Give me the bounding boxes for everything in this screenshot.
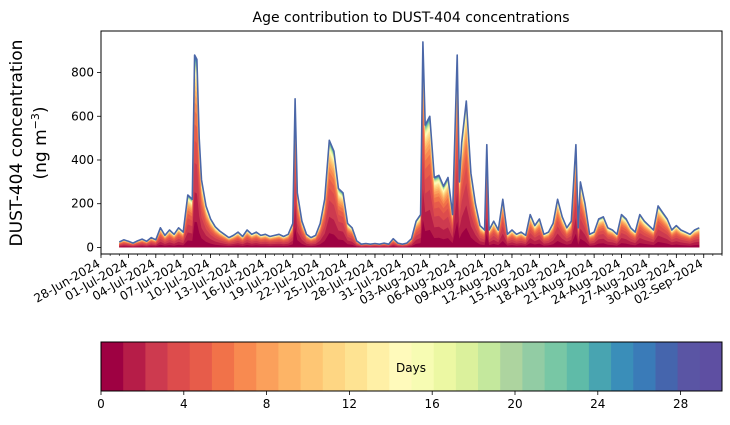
plot-area: [118, 41, 700, 248]
colorbar-swatch: [167, 342, 191, 391]
colorbar-swatch: [500, 342, 523, 391]
y-tick-label: 0: [86, 240, 94, 254]
colorbar-swatch: [633, 342, 656, 391]
colorbar-swatch: [478, 342, 501, 391]
colorbar-swatch: [211, 342, 235, 391]
y-axis-ticks: 0 200 400 600 800: [71, 66, 101, 254]
y-tick-label: 400: [71, 153, 94, 167]
colorbar-tick-label: 12: [342, 397, 357, 411]
colorbar-swatch: [588, 342, 612, 391]
colorbar-swatch: [322, 342, 346, 391]
colorbar-swatch: [544, 342, 568, 391]
age-band-area: [119, 157, 700, 248]
colorbar-swatch: [522, 342, 546, 391]
colorbar-tick-label: 4: [180, 397, 188, 411]
colorbar-swatch: [300, 342, 324, 391]
colorbar-swatch: [189, 342, 213, 391]
y-axis-label-line2: (ng m−3): [29, 106, 51, 179]
colorbar-frame: [100, 341, 723, 392]
colorbar-tick-label: 24: [590, 397, 605, 411]
colorbar-tick-label: 20: [507, 397, 522, 411]
colorbar-tick-label: 0: [97, 397, 105, 411]
colorbar-swatch: [566, 342, 590, 391]
chart-title: Age contribution to DUST-404 concentrati…: [253, 10, 570, 26]
colorbar-swatch: [345, 342, 368, 391]
colorbar-swatch: [278, 342, 302, 391]
colorbar-swatch: [677, 342, 701, 391]
total-concentration-line: [118, 41, 700, 245]
colorbar-swatch: [389, 342, 412, 391]
colorbar-label: Days: [396, 361, 426, 375]
colorbar-tick-label: 16: [425, 397, 440, 411]
colorbar-swatch: [411, 342, 435, 391]
y-axis-label-unit: (ng m: [31, 129, 51, 179]
colorbar-swatch: [611, 342, 634, 391]
y-axis-label-close: ): [31, 106, 51, 113]
colorbar-swatch: [455, 342, 479, 391]
colorbar-swatch: [123, 342, 146, 391]
colorbar-swatch: [367, 342, 390, 391]
colorbar-swatch: [256, 342, 279, 391]
age-band-area: [119, 219, 700, 248]
colorbar-swatch: [145, 342, 169, 391]
x-axis-ticks: 28-Jun-202401-Jul-202404-Jul-202407-Jul-…: [32, 254, 723, 307]
colorbar-tick-label: 28: [673, 397, 688, 411]
y-axis-label-exponent: −3: [29, 113, 42, 129]
y-axis-label: DUST-404 concentration (ng m−3): [7, 40, 51, 247]
y-tick-label: 600: [71, 109, 94, 123]
plot-frame: [100, 30, 723, 255]
colorbar-swatch: [699, 342, 723, 391]
y-axis-label-line1: DUST-404 concentration: [7, 40, 27, 247]
colorbar-swatch: [433, 342, 457, 391]
y-tick-label: 800: [71, 66, 94, 80]
colorbar-swatch: [101, 342, 124, 391]
colorbar-tick-label: 8: [263, 397, 271, 411]
colorbar: 0 4 8 12 16 20 24 28: [97, 341, 723, 411]
colorbar-swatch: [655, 342, 679, 391]
y-tick-label: 200: [71, 197, 94, 211]
age-band-area: [119, 188, 700, 248]
colorbar-swatch: [234, 342, 257, 391]
